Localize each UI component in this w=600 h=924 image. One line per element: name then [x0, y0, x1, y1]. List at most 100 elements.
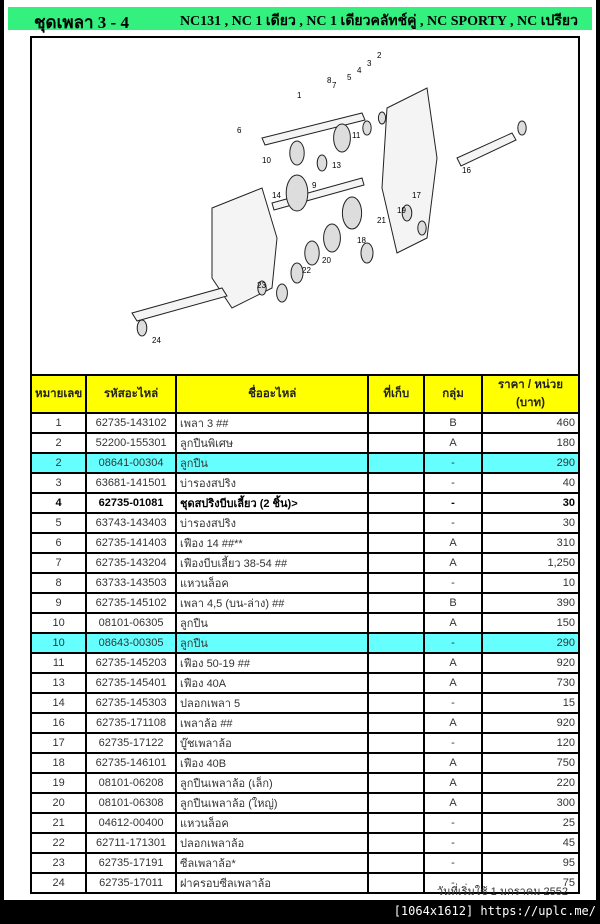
column-header: หมายเลข — [29, 374, 88, 414]
cell-price: 40 — [480, 472, 581, 494]
cell-loc — [367, 772, 426, 794]
effective-date: วันที่เริ่มใช้ 1 มกราคม 2552 — [436, 886, 568, 898]
table-row: 10 08643-00305 ลูกปืน -290 — [29, 632, 581, 654]
callout-label: 23 — [257, 281, 266, 290]
cell-name: บ่ารองสปริง — [174, 512, 370, 534]
table-row: 11 62735-145203 เฟือง 50-19 ## A 920 — [29, 652, 581, 674]
callout-label: 4 — [357, 66, 362, 75]
cell-loc — [367, 672, 426, 694]
cell-group: - — [423, 852, 483, 874]
callout-label: 18 — [357, 236, 366, 245]
cell-loc — [367, 432, 426, 454]
cell-name: ลูกปืนพิเศษ — [174, 432, 370, 454]
callout-label: 13 — [332, 161, 341, 170]
housing-left — [211, 187, 278, 309]
cell-no: 6 — [29, 532, 88, 554]
cell-code: 52200-155301 — [85, 432, 177, 454]
cell-name: ลูกปืนเพลาล้อ (เล็ก) — [174, 772, 370, 794]
gear-part — [401, 204, 413, 222]
cell-code: 08101-06308 — [85, 792, 177, 814]
cell-loc — [367, 852, 426, 874]
gear-part — [362, 120, 372, 136]
cell-name: ชุดสปริงบีบเลี้ยว (2 ชิ้น)> — [174, 492, 370, 514]
callout-label: 14 — [272, 191, 281, 200]
cell-code: 62711-171301 — [85, 832, 177, 854]
callout-label: 17 — [412, 191, 421, 200]
cell-price: 120 — [480, 732, 581, 754]
cell-price: 180 — [480, 432, 581, 454]
cell-loc — [367, 712, 426, 734]
cell-no: 10 — [29, 612, 88, 634]
callout-label: 24 — [152, 336, 161, 345]
axle-left — [131, 287, 228, 322]
cell-price: 750 — [480, 752, 581, 774]
gear-part — [304, 240, 320, 266]
cell-group: A — [423, 772, 483, 794]
parts-page: ชุดเพลา 3 - 4 NC131 , NC 1 เดียว , NC 1 … — [4, 0, 596, 900]
cell-no: 20 — [29, 792, 88, 814]
cell-price: 30 — [480, 492, 581, 514]
cell-name: บู๊ชเพลาล้อ — [174, 732, 370, 754]
cell-price: 310 — [480, 532, 581, 554]
table-row: 10 08101-06305 ลูกปืน A 150 — [29, 612, 581, 634]
cell-group: A — [423, 792, 483, 814]
table-row: 8 63733-143503 แหวนล็อค -10 — [29, 572, 581, 594]
model-list: NC131 , NC 1 เดียว , NC 1 เดียวคลัทช์คู่… — [179, 14, 578, 29]
callout-label: 5 — [347, 73, 352, 82]
table-row: 9 62735-145102 เพลา 4,5 (บน-ล่าง) ## B 390 — [29, 592, 581, 614]
cell-group: - — [423, 632, 483, 654]
cell-code: 63681-141501 — [85, 472, 177, 494]
cell-price: 920 — [480, 652, 581, 674]
cell-price: 25 — [480, 812, 581, 834]
cell-name: เฟือง 40B — [174, 752, 370, 774]
cell-code: 62735-171108 — [85, 712, 177, 734]
cell-no: 22 — [29, 832, 88, 854]
parts-table: หมายเลข รหัสอะไหล่ ชื่ออะไหล่ ที่เก็บ กลุ่มร… — [29, 374, 581, 894]
cell-group: - — [423, 872, 483, 894]
cell-group: - — [423, 812, 483, 834]
cell-no: 19 — [29, 772, 88, 794]
cell-price: 390 — [480, 592, 581, 614]
cell-name: ลูกปืนเพลาล้อ (ใหญ่) — [174, 792, 370, 814]
cell-code: 62735-141403 — [85, 532, 177, 554]
table-row: 20 08101-06308 ลูกปืนเพลาล้อ (ใหญ่) A 300 — [29, 792, 581, 814]
table-row: 22 62711-171301 ปลอกเพลาล้อ -45 — [29, 832, 581, 854]
callout-label: 9 — [312, 181, 317, 190]
cell-name: ซีลเพลาล้อ* — [174, 852, 370, 874]
cell-no: 14 — [29, 692, 88, 714]
cell-no: 7 — [29, 552, 88, 574]
cell-code: 62735-143102 — [85, 412, 177, 434]
cell-no: 18 — [29, 752, 88, 774]
gear-part — [316, 154, 328, 172]
cell-code: 62735-17122 — [85, 732, 177, 754]
cell-group: A — [423, 552, 483, 574]
cell-name: เฟือง 50-19 ## — [174, 652, 370, 674]
cell-group: A — [423, 672, 483, 694]
cell-no: 8 — [29, 572, 88, 594]
cell-no: 11 — [29, 652, 88, 674]
cell-name: ปลอกเพลา 5 — [174, 692, 370, 714]
callout-label: 19 — [397, 206, 406, 215]
callout-label: 2 — [377, 51, 382, 60]
cell-loc — [367, 452, 426, 474]
cell-no: 2 — [29, 432, 88, 454]
cell-loc — [367, 552, 426, 574]
column-header: ที่เก็บ — [367, 374, 426, 414]
header-bar: ชุดเพลา 3 - 4 NC131 , NC 1 เดียว , NC 1 … — [8, 7, 592, 32]
cell-code: 08643-00305 — [85, 632, 177, 654]
cell-name: ลูกปืน — [174, 452, 370, 474]
gear-part — [285, 174, 309, 212]
callout-label: 20 — [322, 256, 331, 265]
column-header: กลุ่ม — [423, 374, 483, 414]
cell-code: 63743-143403 — [85, 512, 177, 534]
callout-label: 22 — [302, 266, 311, 275]
table-row: 17 62735-17122 บู๊ชเพลาล้อ -120 — [29, 732, 581, 754]
cell-no: 17 — [29, 732, 88, 754]
cell-loc — [367, 832, 426, 854]
cell-loc — [367, 412, 426, 434]
cell-loc — [367, 472, 426, 494]
cell-no: 16 — [29, 712, 88, 734]
cell-price: 10 — [480, 572, 581, 594]
cell-price: 290 — [480, 632, 581, 654]
cell-group: A — [423, 432, 483, 454]
